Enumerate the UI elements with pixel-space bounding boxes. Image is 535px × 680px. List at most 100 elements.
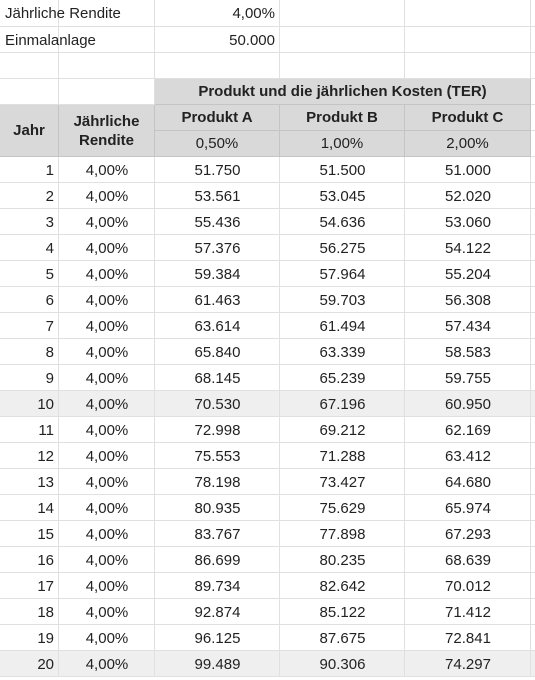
- year: 3: [45, 213, 54, 231]
- value: 59.755: [445, 369, 491, 387]
- value: 75.629: [319, 499, 366, 517]
- value: 67.196: [319, 395, 366, 413]
- grid-cell: [531, 209, 535, 235]
- value: 68.639: [445, 551, 491, 569]
- return: 4,00%: [85, 525, 129, 543]
- return: 4,00%: [85, 447, 129, 465]
- value: 78.198: [194, 473, 241, 491]
- return: 4,00%: [85, 603, 129, 621]
- grid-cell: [0, 625, 59, 651]
- grid-cell: [59, 339, 155, 365]
- value: 71.288: [319, 447, 366, 465]
- grid-cell: [405, 183, 531, 209]
- value: 87.675: [319, 629, 366, 647]
- group-header: Produkt und die jährlichen Kosten (TER): [155, 79, 531, 105]
- grid-cell: [405, 443, 531, 469]
- grid-cell: [280, 287, 405, 313]
- grid-cell: [59, 27, 155, 53]
- return: 4,00%: [85, 551, 129, 569]
- grid-cell: [405, 235, 531, 261]
- value: 72.841: [445, 629, 491, 647]
- grid-cell: [59, 313, 155, 339]
- grid-cell: [531, 105, 535, 131]
- grid-cell: [155, 521, 280, 547]
- header-product: Produkt A: [155, 105, 280, 131]
- grid-cell: [531, 625, 535, 651]
- year: 12: [37, 447, 54, 465]
- grid-cell: [59, 287, 155, 313]
- input-value: 4,00%: [232, 5, 275, 22]
- grid-cell: [531, 27, 535, 53]
- grid-cell: [155, 209, 280, 235]
- value: 64.680: [445, 473, 491, 491]
- header-ter: 1,00%: [280, 131, 405, 157]
- grid-cell: [280, 27, 405, 53]
- grid-cell: [0, 209, 59, 235]
- grid-cell: [280, 443, 405, 469]
- value: 82.642: [319, 577, 366, 595]
- return: 4,00%: [85, 317, 129, 335]
- grid-cell: [531, 599, 535, 625]
- grid-cell: [0, 79, 59, 105]
- grid-cell: [59, 391, 155, 417]
- year: 19: [37, 629, 54, 647]
- header-ter: 0,50%: [155, 131, 280, 157]
- value: 80.935: [194, 499, 241, 517]
- header-year: Jahr: [0, 105, 59, 157]
- grid-cell: [59, 599, 155, 625]
- grid-cell: [531, 53, 535, 79]
- grid-cell: [0, 53, 59, 79]
- value: 70.530: [194, 395, 241, 413]
- grid-cell: [155, 157, 280, 183]
- value: 56.275: [319, 239, 366, 257]
- grid-cell: [405, 417, 531, 443]
- grid-cell: [0, 651, 59, 677]
- grid-cell: [0, 261, 59, 287]
- year: 8: [45, 343, 54, 361]
- grid-cell: [280, 417, 405, 443]
- input-value: 50.000: [229, 31, 275, 49]
- grid-cell: [0, 183, 59, 209]
- grid-cell: [59, 625, 155, 651]
- grid-cell: [405, 573, 531, 599]
- value: 59.384: [194, 265, 241, 283]
- input-label: Jährliche Rendite: [5, 5, 121, 22]
- grid-cell: [531, 79, 535, 105]
- grid-cell: [59, 521, 155, 547]
- header-ter: 2,00%: [405, 131, 531, 157]
- value: 89.734: [194, 577, 241, 595]
- grid-cell: [531, 183, 535, 209]
- grid-cell: [59, 469, 155, 495]
- grid-cell: [59, 417, 155, 443]
- grid-cell: [155, 495, 280, 521]
- year: 13: [37, 473, 54, 491]
- grid-cell: [405, 495, 531, 521]
- value: 92.874: [194, 603, 241, 621]
- grid-cell: [531, 0, 535, 27]
- grid-cell: [0, 521, 59, 547]
- year: 17: [37, 577, 54, 595]
- return: 4,00%: [85, 577, 129, 595]
- grid-cell: [0, 365, 59, 391]
- grid-cell: [155, 391, 280, 417]
- grid-cell: [405, 157, 531, 183]
- return: 4,00%: [85, 291, 129, 309]
- grid-cell: [280, 157, 405, 183]
- grid-cell: [155, 469, 280, 495]
- grid-cell: [280, 209, 405, 235]
- grid-cell: [531, 521, 535, 547]
- value: 96.125: [194, 629, 241, 647]
- value: 67.293: [445, 525, 491, 543]
- grid-cell: [280, 547, 405, 573]
- grid-cell: [405, 391, 531, 417]
- return: 4,00%: [85, 395, 129, 413]
- grid-cell: [531, 157, 535, 183]
- value: 68.145: [194, 369, 241, 387]
- value: 51.000: [445, 161, 491, 179]
- grid-cell: [531, 547, 535, 573]
- value: 71.412: [445, 603, 491, 621]
- grid-cell: [405, 625, 531, 651]
- grid-cell: [531, 365, 535, 391]
- return: 4,00%: [85, 655, 129, 673]
- grid-cell: [531, 469, 535, 495]
